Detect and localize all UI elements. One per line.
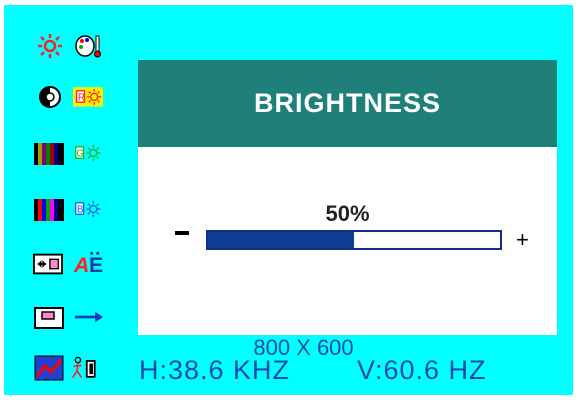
- brightness-slider-fill: [208, 232, 354, 248]
- language-icon[interactable]: A E: [74, 248, 104, 278]
- g-brightness-icon[interactable]: G: [73, 138, 103, 168]
- brightness-slider[interactable]: [206, 230, 502, 250]
- svg-text:B: B: [77, 205, 83, 216]
- svg-text:E: E: [89, 254, 103, 277]
- power-save-icon[interactable]: [70, 353, 100, 383]
- degauss-icon[interactable]: [34, 353, 64, 383]
- color-palette-icon[interactable]: [73, 31, 103, 61]
- brightness-value-label: 50%: [325, 201, 370, 226]
- svg-text:A: A: [74, 254, 89, 277]
- svg-text:R: R: [78, 92, 85, 103]
- color-bars-2-icon[interactable]: [34, 195, 64, 225]
- h-size-icon[interactable]: [33, 249, 63, 279]
- svg-text:G: G: [77, 149, 85, 160]
- brightness-icon[interactable]: [35, 31, 65, 61]
- r-brightness-icon[interactable]: R: [73, 81, 103, 111]
- contrast-icon[interactable]: [35, 82, 65, 112]
- v-position-icon[interactable]: [34, 303, 64, 333]
- menu-title: BRIGHTNESS: [253, 88, 442, 118]
- horizontal-frequency-readout: H:38.6 KHZ: [139, 355, 291, 385]
- b-brightness-icon[interactable]: B: [73, 194, 103, 224]
- increase-button[interactable]: +: [516, 227, 529, 252]
- color-bars-icon[interactable]: [34, 139, 64, 169]
- arrow-icon[interactable]: [74, 302, 104, 332]
- osd-window: R G: [4, 5, 573, 395]
- resolution-readout: 800 X 600: [253, 335, 354, 360]
- vertical-frequency-readout: V:60.6 HZ: [357, 355, 487, 385]
- adjustment-panel: 50% +: [138, 147, 557, 335]
- decrease-button[interactable]: [175, 231, 189, 235]
- menu-title-header: BRIGHTNESS: [138, 60, 557, 147]
